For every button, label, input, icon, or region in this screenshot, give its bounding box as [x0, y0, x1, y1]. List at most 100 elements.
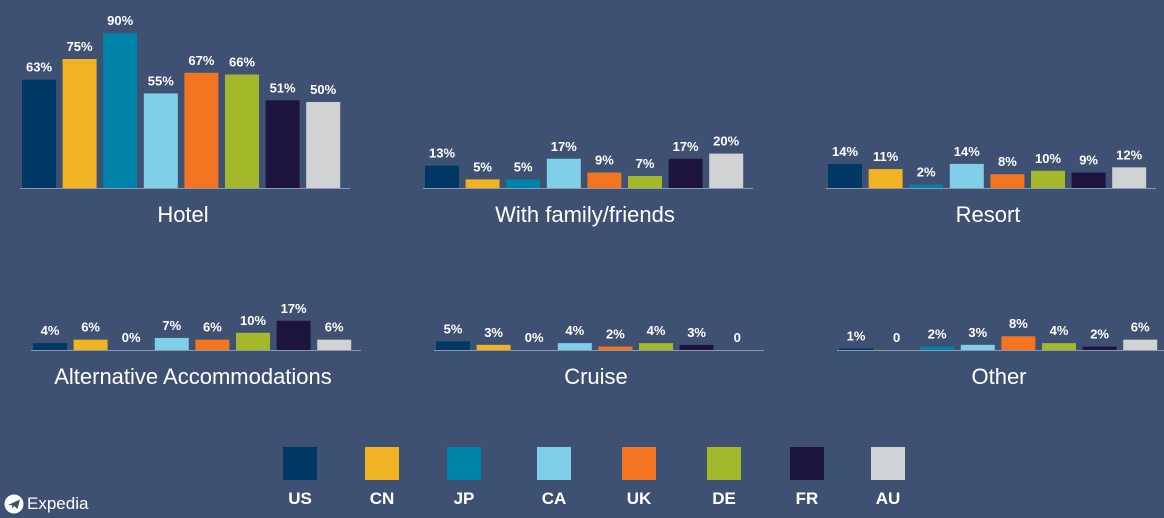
bar — [709, 153, 744, 188]
legend-label: CA — [542, 489, 567, 508]
data-label: 10% — [240, 313, 266, 328]
bar — [1001, 336, 1036, 350]
legend-swatch — [537, 447, 571, 480]
bar — [909, 184, 944, 188]
chart-panel: 63% 75% 90% 55% 67% 66% 51% 50% Hotel — [20, 13, 350, 227]
data-label: 66% — [229, 54, 255, 69]
data-label: 5% — [473, 159, 492, 174]
bar — [1042, 343, 1076, 350]
bar — [476, 344, 511, 350]
category-title: Cruise — [564, 364, 628, 389]
data-label: 0% — [525, 330, 544, 345]
data-label: 4% — [1050, 323, 1069, 338]
bar — [1071, 172, 1106, 188]
data-label: 4% — [647, 323, 666, 338]
data-label: 2% — [917, 165, 936, 180]
data-label: 20% — [713, 134, 739, 149]
legend-item: US — [283, 447, 317, 508]
bar — [1112, 167, 1147, 188]
data-label: 11% — [873, 149, 899, 164]
legend-swatch — [447, 447, 481, 480]
category-title: Other — [971, 364, 1026, 389]
data-label: 2% — [928, 327, 947, 342]
bar — [22, 79, 56, 188]
bar — [557, 343, 592, 350]
expedia-logo: Expedia — [4, 494, 88, 514]
legend-swatch — [365, 447, 399, 480]
data-label: 4% — [565, 323, 584, 338]
bar — [236, 332, 270, 350]
bar — [465, 179, 500, 188]
category-title: Resort — [956, 202, 1021, 227]
data-label: 2% — [1090, 327, 1109, 342]
legend-swatch — [622, 447, 656, 480]
data-label: 13% — [429, 146, 455, 161]
bar — [668, 158, 703, 188]
bar — [154, 337, 189, 350]
category-title: Hotel — [157, 202, 208, 227]
data-label: 17% — [281, 301, 307, 316]
bar — [62, 59, 97, 188]
legend-label: UK — [627, 489, 652, 508]
data-label: 17% — [551, 139, 577, 154]
data-label: 63% — [26, 60, 52, 75]
chart-panel: 14% 11% 2% 14% 8% 10% 9% 12% Resort — [826, 144, 1156, 227]
data-label: 17% — [673, 139, 699, 154]
legend-label: CN — [370, 489, 395, 508]
bar — [960, 344, 995, 350]
data-label: 4% — [41, 323, 60, 338]
bar — [839, 348, 873, 350]
data-label: 6% — [325, 320, 344, 335]
legend-label: DE — [712, 489, 736, 508]
bar — [828, 163, 862, 188]
legend-label: AU — [876, 489, 901, 508]
bar — [184, 72, 219, 188]
data-label: 10% — [1035, 151, 1061, 166]
legend-swatch — [707, 447, 741, 480]
data-label: 0 — [734, 330, 741, 345]
bar — [639, 343, 673, 350]
data-label: 0% — [122, 330, 141, 345]
bar — [587, 172, 622, 188]
data-label: 5% — [444, 321, 463, 336]
bar — [679, 344, 714, 350]
bar — [990, 174, 1025, 188]
data-label: 6% — [81, 320, 100, 335]
bar — [546, 158, 581, 188]
legend-item: JP — [447, 447, 481, 508]
data-label: 8% — [1009, 316, 1028, 331]
legend-swatch — [283, 447, 317, 480]
bar — [436, 341, 470, 350]
data-label: 5% — [514, 159, 533, 174]
data-label: 0 — [893, 330, 900, 345]
data-label: 6% — [203, 320, 222, 335]
bar — [949, 163, 984, 188]
data-label: 3% — [687, 325, 706, 340]
data-label: 51% — [270, 80, 296, 95]
legend-swatch — [790, 447, 824, 480]
bar — [1031, 170, 1065, 188]
bar — [425, 165, 459, 188]
bar — [1123, 339, 1158, 350]
data-label: 3% — [484, 325, 503, 340]
bar — [306, 102, 341, 188]
bar — [598, 346, 633, 350]
bar — [103, 33, 138, 189]
data-label: 6% — [1131, 320, 1150, 335]
data-label: 55% — [148, 73, 174, 88]
legend-label: JP — [454, 489, 475, 508]
data-label: 7% — [636, 156, 655, 171]
bar — [225, 74, 259, 188]
bar — [33, 343, 67, 350]
bar — [73, 339, 108, 350]
legend-item: CA — [537, 447, 571, 508]
data-label: 3% — [968, 325, 987, 340]
chart-panel: 1% 0 2% 3% 8% 4% 2% 6% Other — [837, 316, 1164, 389]
data-label: 50% — [310, 82, 336, 97]
data-label: 75% — [67, 39, 93, 54]
bar — [868, 169, 903, 188]
data-label: 12% — [1116, 147, 1142, 162]
data-label: 1% — [847, 328, 866, 343]
bar — [920, 346, 955, 350]
